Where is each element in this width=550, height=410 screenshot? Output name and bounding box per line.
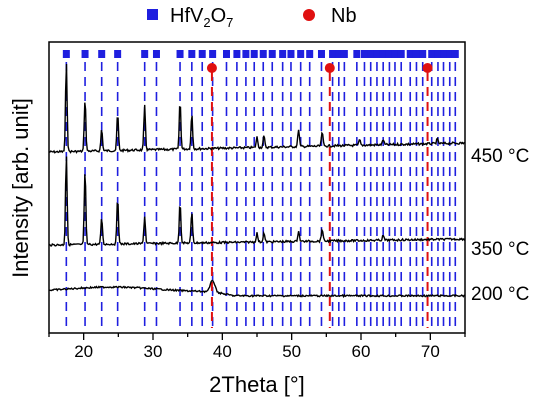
hfv2o7-reference-marker — [340, 50, 348, 58]
hfv2o7-reference-marker — [222, 50, 230, 58]
hfv2o7-reference-marker — [329, 50, 337, 58]
hfv2o7-reference-marker — [62, 50, 70, 58]
legend-marker-nb — [303, 9, 315, 21]
hfv2o7-reference-marker — [406, 50, 414, 58]
plot-frame — [48, 41, 466, 334]
hfv2o7-reference-marker — [188, 50, 196, 58]
x-tick-label: 30 — [144, 342, 163, 361]
plot-area — [48, 50, 466, 328]
hfv2o7-reference-marker — [353, 50, 361, 58]
hfv2o7-reference-marker — [373, 50, 381, 58]
legend-marker-hfv2o7 — [147, 9, 158, 20]
series-line — [48, 63, 466, 154]
hfv2o7-reference-marker — [317, 50, 325, 58]
hfv2o7-reference-marker — [360, 50, 368, 58]
hfv2o7-reference-marker — [385, 50, 393, 58]
legend-label-nb: Nb — [331, 5, 357, 27]
hfv2o7-reference-marker — [434, 50, 442, 58]
hfv2o7-reference-marker — [391, 50, 399, 58]
x-tick-label: 40 — [213, 342, 232, 361]
hfv2o7-reference-marker — [446, 50, 454, 58]
nb-reference-marker — [206, 63, 217, 73]
hfv2o7-reference-marker — [297, 50, 305, 58]
series-label: 350 °C — [471, 239, 529, 260]
hfv2o7-reference-marker — [419, 50, 427, 58]
hfv2o7-reference-marker — [114, 50, 122, 58]
x-tick-label: 70 — [421, 342, 440, 361]
hfv2o7-reference-marker — [209, 50, 217, 58]
hfv2o7-reference-marker — [306, 50, 314, 58]
hfv2o7-reference-marker — [397, 50, 405, 58]
hfv2o7-reference-marker — [250, 50, 258, 58]
y-axis-title: Intensity [arb. unit] — [8, 98, 33, 278]
series-line — [48, 156, 466, 247]
hfv2o7-reference-marker — [379, 50, 387, 58]
nb-reference-marker — [422, 63, 433, 73]
series-line — [48, 279, 466, 299]
hfv2o7-reference-marker — [440, 50, 448, 58]
hfv2o7-reference-marker — [259, 50, 267, 58]
hfv2o7-reference-marker — [233, 50, 241, 58]
hfv2o7-reference-marker — [428, 50, 436, 58]
hfv2o7-reference-marker — [198, 50, 206, 58]
hfv2o7-reference-marker — [81, 50, 89, 58]
hfv2o7-reference-marker — [98, 50, 106, 58]
legend-label-hfv2o7: HfV2O7 — [170, 5, 233, 30]
hfv2o7-reference-marker — [451, 50, 459, 58]
x-tick-label: 60 — [352, 342, 371, 361]
x-axis-title: 2Theta [°] — [209, 372, 305, 397]
hfv2o7-reference-marker — [367, 50, 375, 58]
hfv2o7-reference-marker — [287, 50, 295, 58]
x-tick-label: 20 — [74, 342, 93, 361]
hfv2o7-reference-marker — [152, 50, 160, 58]
x-tick-label: 50 — [282, 342, 301, 361]
series-label: 200 °C — [471, 284, 529, 305]
nb-reference-marker — [324, 63, 335, 73]
hfv2o7-reference-marker — [242, 50, 250, 58]
hfv2o7-reference-marker — [335, 50, 343, 58]
hfv2o7-reference-marker — [412, 50, 420, 58]
hfv2o7-reference-marker — [279, 50, 287, 58]
series-label: 450 °C — [471, 146, 529, 167]
legend: HfV2O7 Nb — [147, 5, 357, 30]
hfv2o7-reference-marker — [176, 50, 184, 58]
hfv2o7-reference-marker — [141, 50, 149, 58]
x-axis: 20 30 40 50 60 70 — [48, 333, 466, 361]
hfv2o7-reference-marker — [268, 50, 276, 58]
